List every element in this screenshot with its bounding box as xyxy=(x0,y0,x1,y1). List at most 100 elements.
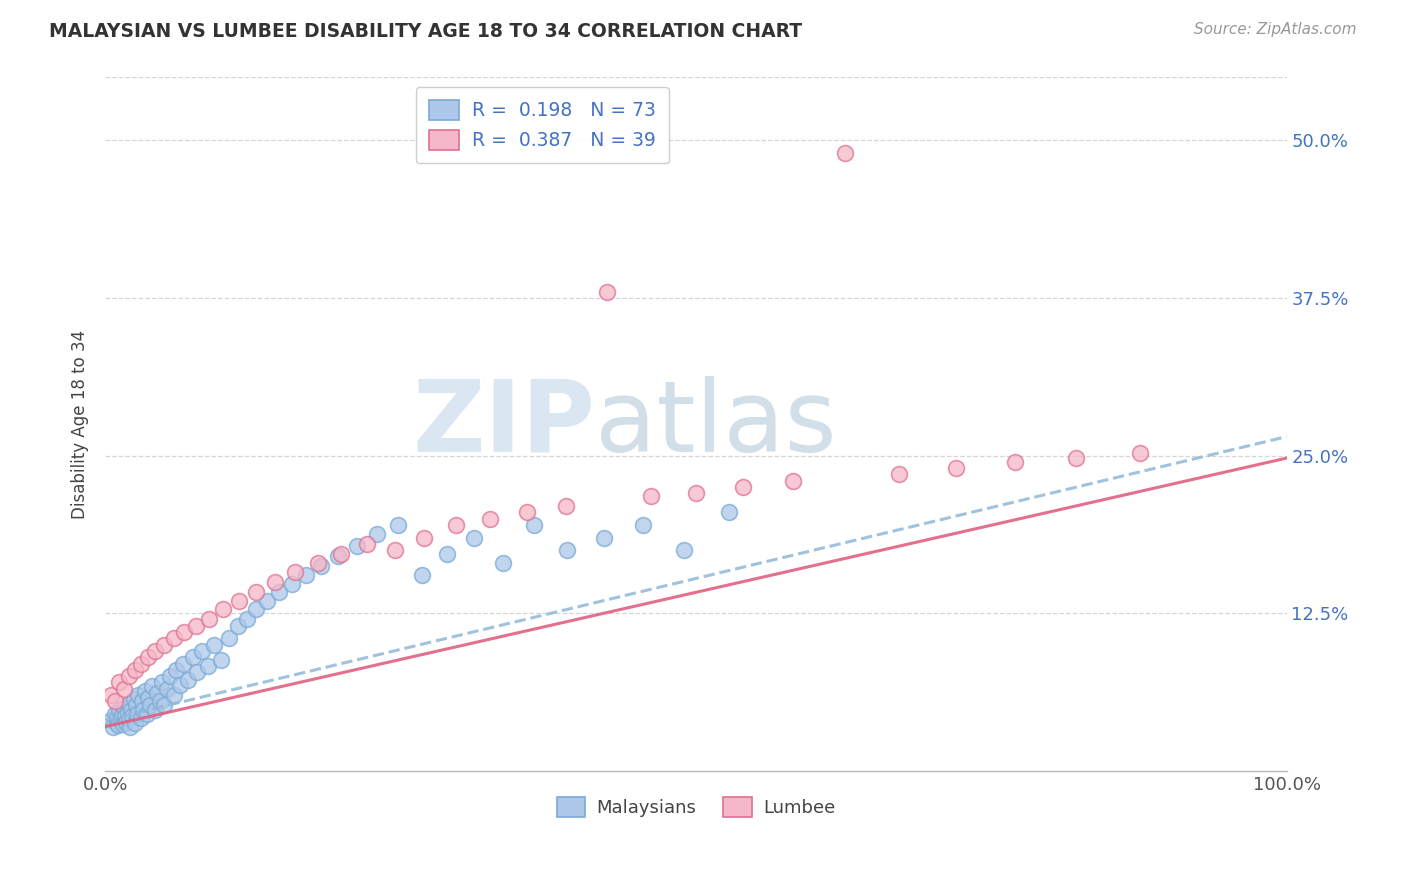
Point xyxy=(100,688,122,702)
Point xyxy=(356,537,378,551)
Point xyxy=(115,714,138,729)
Point xyxy=(685,486,707,500)
Point xyxy=(121,709,143,723)
Point xyxy=(112,681,135,696)
Point xyxy=(197,659,219,673)
Point xyxy=(163,632,186,646)
Point xyxy=(264,574,287,589)
Point xyxy=(228,593,250,607)
Point xyxy=(366,526,388,541)
Point xyxy=(146,685,169,699)
Y-axis label: Disability Age 18 to 34: Disability Age 18 to 34 xyxy=(72,329,89,518)
Point xyxy=(132,703,155,717)
Point xyxy=(444,517,467,532)
Point xyxy=(103,720,125,734)
Text: Source: ZipAtlas.com: Source: ZipAtlas.com xyxy=(1194,22,1357,37)
Point xyxy=(267,584,290,599)
Point xyxy=(218,632,240,646)
Point xyxy=(733,480,755,494)
Point xyxy=(245,584,267,599)
Point xyxy=(311,559,333,574)
Point xyxy=(413,531,436,545)
Point xyxy=(111,717,134,731)
Point xyxy=(127,688,149,702)
Point xyxy=(143,644,166,658)
Point xyxy=(186,619,208,633)
Point xyxy=(640,489,662,503)
Text: MALAYSIAN VS LUMBEE DISABILITY AGE 18 TO 34 CORRELATION CHART: MALAYSIAN VS LUMBEE DISABILITY AGE 18 TO… xyxy=(49,22,803,41)
Point xyxy=(330,547,353,561)
Point xyxy=(125,698,148,713)
Point xyxy=(127,706,149,721)
Point xyxy=(326,549,349,564)
Point xyxy=(673,543,696,558)
Point xyxy=(492,556,515,570)
Point xyxy=(143,703,166,717)
Point xyxy=(114,709,136,723)
Point xyxy=(131,694,153,708)
Point xyxy=(118,669,141,683)
Point xyxy=(105,715,128,730)
Point xyxy=(209,653,232,667)
Point xyxy=(387,517,409,532)
Point xyxy=(139,698,162,713)
Point xyxy=(1129,446,1152,460)
Point xyxy=(596,285,619,299)
Point xyxy=(111,708,134,723)
Point xyxy=(118,720,141,734)
Point xyxy=(281,577,304,591)
Point xyxy=(108,703,131,717)
Point xyxy=(346,539,368,553)
Point xyxy=(834,146,856,161)
Point xyxy=(181,650,204,665)
Point xyxy=(100,713,122,727)
Point xyxy=(169,678,191,692)
Text: atlas: atlas xyxy=(596,376,837,473)
Point xyxy=(191,644,214,658)
Point xyxy=(165,663,187,677)
Point xyxy=(202,638,225,652)
Point xyxy=(463,531,485,545)
Text: ZIP: ZIP xyxy=(412,376,596,473)
Point xyxy=(105,711,128,725)
Point xyxy=(945,461,967,475)
Point xyxy=(153,638,176,652)
Point xyxy=(555,543,578,558)
Point xyxy=(163,688,186,702)
Point xyxy=(256,593,278,607)
Point xyxy=(129,657,152,671)
Point xyxy=(555,499,578,513)
Point xyxy=(135,706,157,721)
Point xyxy=(717,505,740,519)
Point xyxy=(150,675,173,690)
Point xyxy=(129,711,152,725)
Point xyxy=(887,467,910,482)
Point xyxy=(307,556,329,570)
Point xyxy=(141,679,163,693)
Point xyxy=(117,706,139,720)
Point xyxy=(479,511,502,525)
Point xyxy=(177,673,200,687)
Point xyxy=(245,602,267,616)
Point xyxy=(516,505,538,519)
Point xyxy=(1066,451,1088,466)
Point xyxy=(186,665,208,680)
Point xyxy=(592,531,614,545)
Point xyxy=(136,650,159,665)
Point xyxy=(148,694,170,708)
Point xyxy=(124,715,146,730)
Point xyxy=(631,517,654,532)
Point xyxy=(198,612,221,626)
Point xyxy=(436,547,458,561)
Point xyxy=(284,565,307,579)
Point xyxy=(523,517,546,532)
Point xyxy=(236,612,259,626)
Point xyxy=(112,700,135,714)
Point xyxy=(107,718,129,732)
Point xyxy=(172,657,194,671)
Point xyxy=(226,619,249,633)
Point xyxy=(136,690,159,705)
Point xyxy=(156,681,179,696)
Point xyxy=(124,663,146,677)
Point xyxy=(782,474,804,488)
